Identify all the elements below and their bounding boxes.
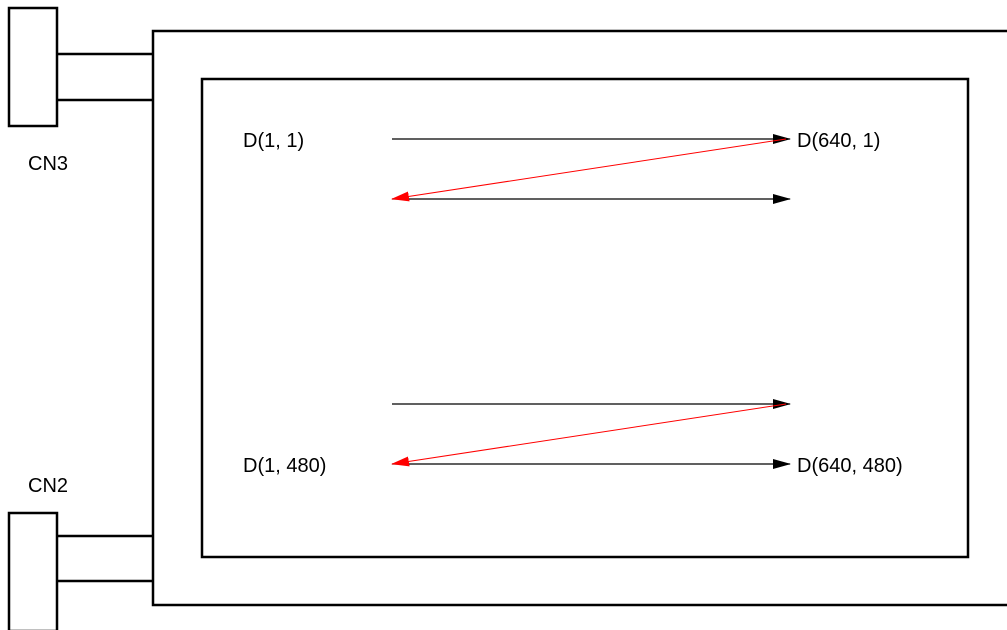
pixel-label-bottom-right: D(640, 480): [797, 455, 903, 477]
pixel-label-bottom-left: D(1, 480): [243, 455, 326, 477]
retrace-arrow-bottom: [391, 403, 787, 467]
connector-cn3-body: [7, 6, 59, 128]
connector-cn2-body: [7, 511, 59, 630]
retrace-arrow-top: [391, 138, 787, 202]
pixel-label-top-right: D(640, 1): [797, 130, 880, 152]
connector-cn2-label: CN2: [28, 475, 68, 497]
pixel-label-top-left: D(1, 1): [243, 130, 304, 152]
module-outer-frame: [151, 29, 1007, 607]
connector-cn2: [7, 511, 153, 630]
connector-cn3: [7, 6, 153, 128]
connector-cn3-label: CN3: [28, 153, 68, 175]
display-area: [200, 77, 970, 559]
